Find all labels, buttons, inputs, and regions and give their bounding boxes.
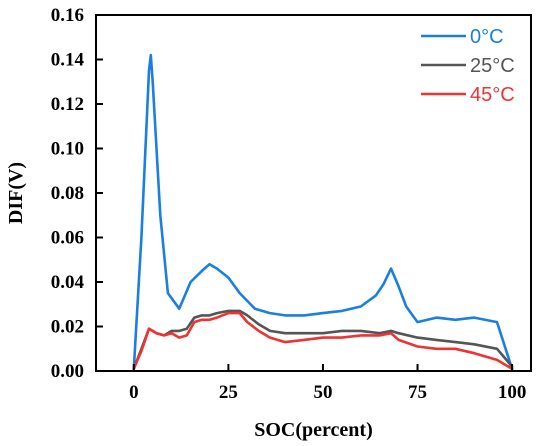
legend-label-0: 0°C [470,26,504,48]
legend-label-1: 25°C [470,55,515,77]
y-tick-label: 0.08 [51,183,84,204]
series-line-1 [132,309,514,371]
x-tick-label: 50 [313,382,332,403]
y-tick-label: 0.04 [51,272,85,293]
x-tick-label: 25 [219,382,238,403]
y-tick-label: 0.14 [51,50,85,71]
x-axis-label: SOC(percent) [254,419,373,441]
legend-label-2: 45°C [470,84,515,106]
x-tick-label: 100 [498,382,527,403]
y-tick-label: 0.16 [51,5,84,26]
y-tick-label: 0.10 [51,139,84,160]
x-tick-label: 75 [408,382,427,403]
x-tick-label: 0 [129,382,139,403]
y-tick-label: 0.06 [51,228,84,249]
series-line-2 [132,311,514,371]
y-axis-label: DIF(V) [5,162,27,224]
y-tick-label: 0.12 [51,94,84,115]
y-tick-label: 0.00 [51,361,84,382]
ticks-layer: 0.00 0.02 0.04 0.06 0.08 0.10 0.12 0.14 0.16 0 25 5… [51,5,527,403]
series-line-0 [132,53,514,371]
legend: 0°C 25°C 45°C [421,26,515,106]
y-tick-label: 0.02 [51,317,84,338]
series-layer [132,53,514,371]
